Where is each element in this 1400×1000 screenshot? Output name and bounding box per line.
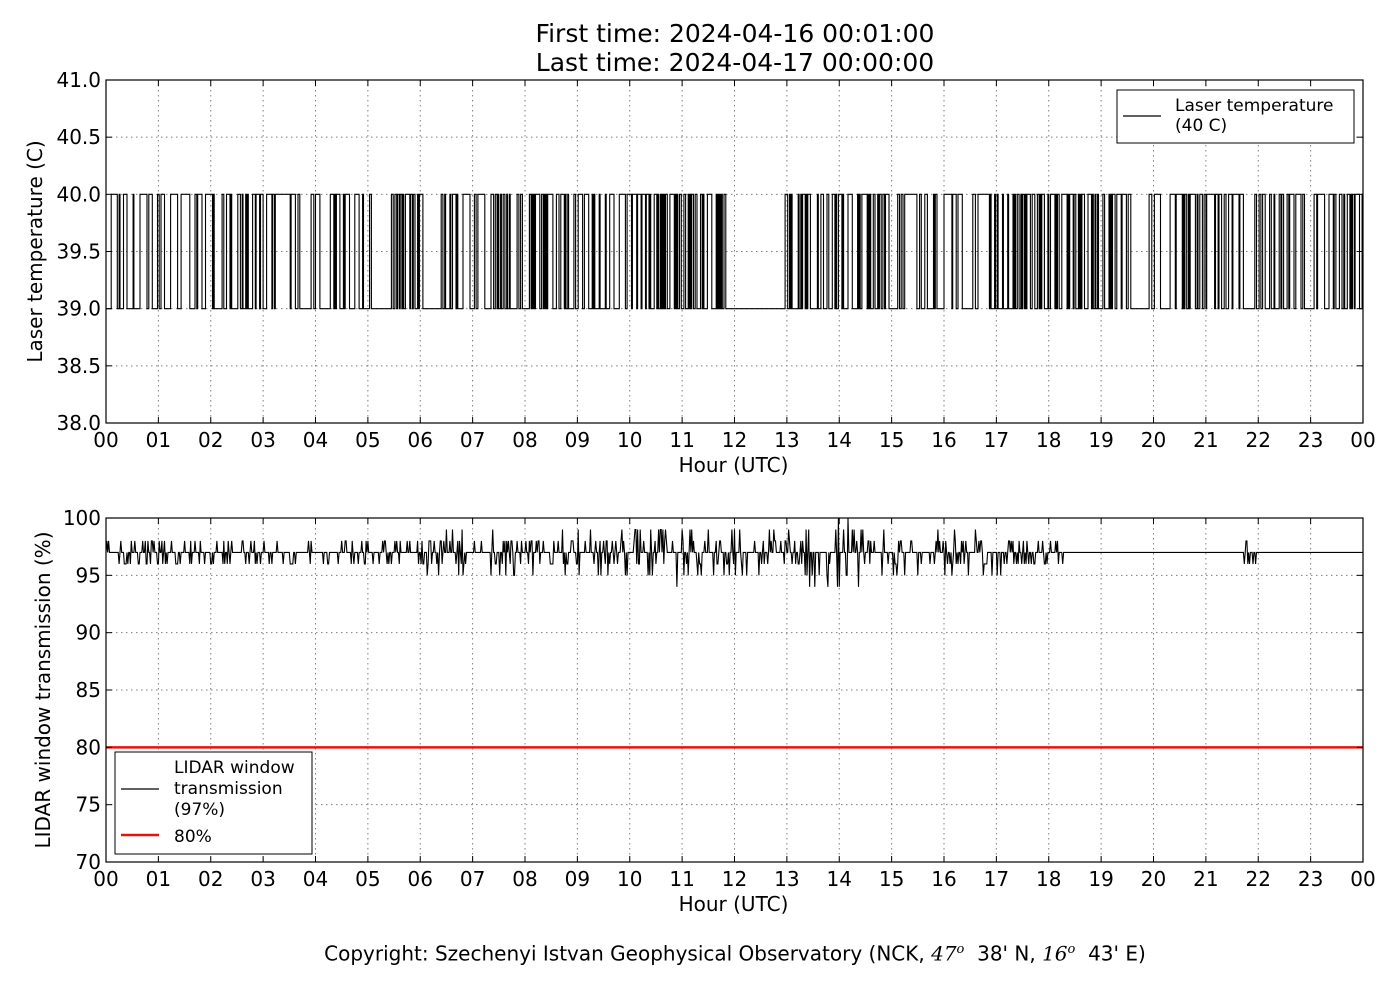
x-tick-label: 04 (303, 867, 328, 891)
y-tick-label: 40.0 (56, 182, 101, 206)
x-tick-label: 00 (93, 867, 118, 891)
longitude-minutes: 43' E) (1088, 941, 1146, 966)
x-tick-label: 12 (722, 867, 747, 891)
y-tick-label: 38.0 (56, 411, 101, 435)
x-tick-label: 14 (827, 428, 852, 452)
x-tick-label: 13 (774, 867, 799, 891)
y-tick-label: 90 (76, 621, 101, 645)
x-tick-label: 08 (512, 428, 537, 452)
longitude-degrees: 16 (1042, 941, 1068, 966)
x-tick-label: 18 (1036, 867, 1061, 891)
y-tick-label: 100 (63, 506, 101, 530)
chart-title-first-time: First time: 2024-04-16 00:01:00 (535, 19, 935, 48)
x-tick-label: 10 (617, 428, 642, 452)
x-tick-label: 02 (198, 867, 223, 891)
x-tick-label: 06 (408, 428, 433, 452)
y-tick-label: 75 (76, 793, 101, 817)
x-tick-label: 12 (722, 428, 747, 452)
legend-entry-lidar: LIDAR window (174, 758, 295, 778)
x-tick-label: 18 (1036, 428, 1061, 452)
x-tick-label: 09 (565, 428, 590, 452)
x-tick-label: 19 (1088, 428, 1113, 452)
legend-entry-threshold: 80% (174, 827, 212, 847)
x-tick-label: 21 (1193, 867, 1218, 891)
x-tick-label: 05 (355, 428, 380, 452)
x-tick-label: 17 (984, 867, 1009, 891)
x-tick-label: 15 (879, 867, 904, 891)
y-tick-label: 70 (76, 850, 101, 874)
lidar-transmission-series (105, 517, 1363, 587)
longitude-degree-symbol: o (1067, 942, 1076, 957)
x-tick-label: 01 (146, 867, 171, 891)
y-tick-label: 39.5 (56, 240, 101, 264)
y-axis-label: LIDAR window transmission (%) (31, 532, 55, 849)
x-tick-label: 16 (931, 428, 956, 452)
x-tick-label: 07 (460, 428, 485, 452)
x-tick-label: 04 (303, 428, 328, 452)
latitude-minutes: 38' N, (977, 941, 1043, 966)
x-axis-label: Hour (UTC) (679, 453, 789, 477)
x-tick-label: 20 (1141, 428, 1166, 452)
y-tick-label: 80 (76, 735, 101, 759)
x-tick-label: 06 (408, 867, 433, 891)
x-tick-label: 15 (879, 428, 904, 452)
x-tick-label: 01 (146, 428, 171, 452)
x-tick-label: 09 (565, 867, 590, 891)
y-axis-label: Laser temperature (C) (23, 140, 47, 362)
x-tick-label: 05 (355, 867, 380, 891)
x-tick-label: 03 (250, 428, 275, 452)
y-tick-label: 39.0 (56, 297, 101, 321)
x-tick-label: 16 (931, 867, 956, 891)
latitude-degree-symbol: o (956, 942, 965, 957)
x-tick-label: 23 (1298, 428, 1323, 452)
x-tick-label: 08 (512, 867, 537, 891)
x-tick-label: 13 (774, 428, 799, 452)
x-tick-label: 19 (1088, 867, 1113, 891)
y-tick-label: 40.5 (56, 125, 101, 149)
x-tick-label: 00 (93, 428, 118, 452)
chart-title-last-time: Last time: 2024-04-17 00:00:00 (535, 48, 935, 77)
x-tick-label: 23 (1298, 867, 1323, 891)
latitude-degrees: 47 (931, 941, 957, 966)
legend-entry-lidar: transmission (174, 779, 283, 799)
x-tick-label: 10 (617, 867, 642, 891)
x-tick-label: 22 (1246, 867, 1271, 891)
y-tick-label: 38.5 (56, 354, 101, 378)
x-axis-label: Hour (UTC) (679, 892, 789, 916)
x-tick-label: 03 (250, 867, 275, 891)
x-tick-label: 00 (1350, 867, 1375, 891)
x-tick-label: 07 (460, 867, 485, 891)
x-tick-label: 14 (827, 867, 852, 891)
x-tick-label: 11 (669, 428, 694, 452)
x-tick-label: 17 (984, 428, 1009, 452)
legend-entry-laser: Laser temperature (1175, 96, 1333, 116)
legend-box (114, 751, 313, 855)
x-tick-label: 00 (1350, 428, 1375, 452)
x-tick-label: 20 (1141, 867, 1166, 891)
x-tick-label: 02 (198, 428, 223, 452)
x-tick-label: 22 (1246, 428, 1271, 452)
x-tick-label: 21 (1193, 428, 1218, 452)
legend-entry-lidar: (97%) (174, 800, 225, 820)
y-tick-label: 41.0 (56, 68, 101, 92)
laser-temperature-series (106, 193, 1363, 310)
x-tick-label: 11 (669, 867, 694, 891)
legend-entry-laser: (40 C) (1175, 116, 1227, 136)
copyright-text: Copyright: Szechenyi Istvan Geophysical … (324, 941, 932, 966)
y-tick-label: 85 (76, 678, 101, 702)
y-tick-label: 95 (76, 563, 101, 587)
copyright-footer: Copyright: Szechenyi Istvan Geophysical … (0, 937, 1400, 967)
